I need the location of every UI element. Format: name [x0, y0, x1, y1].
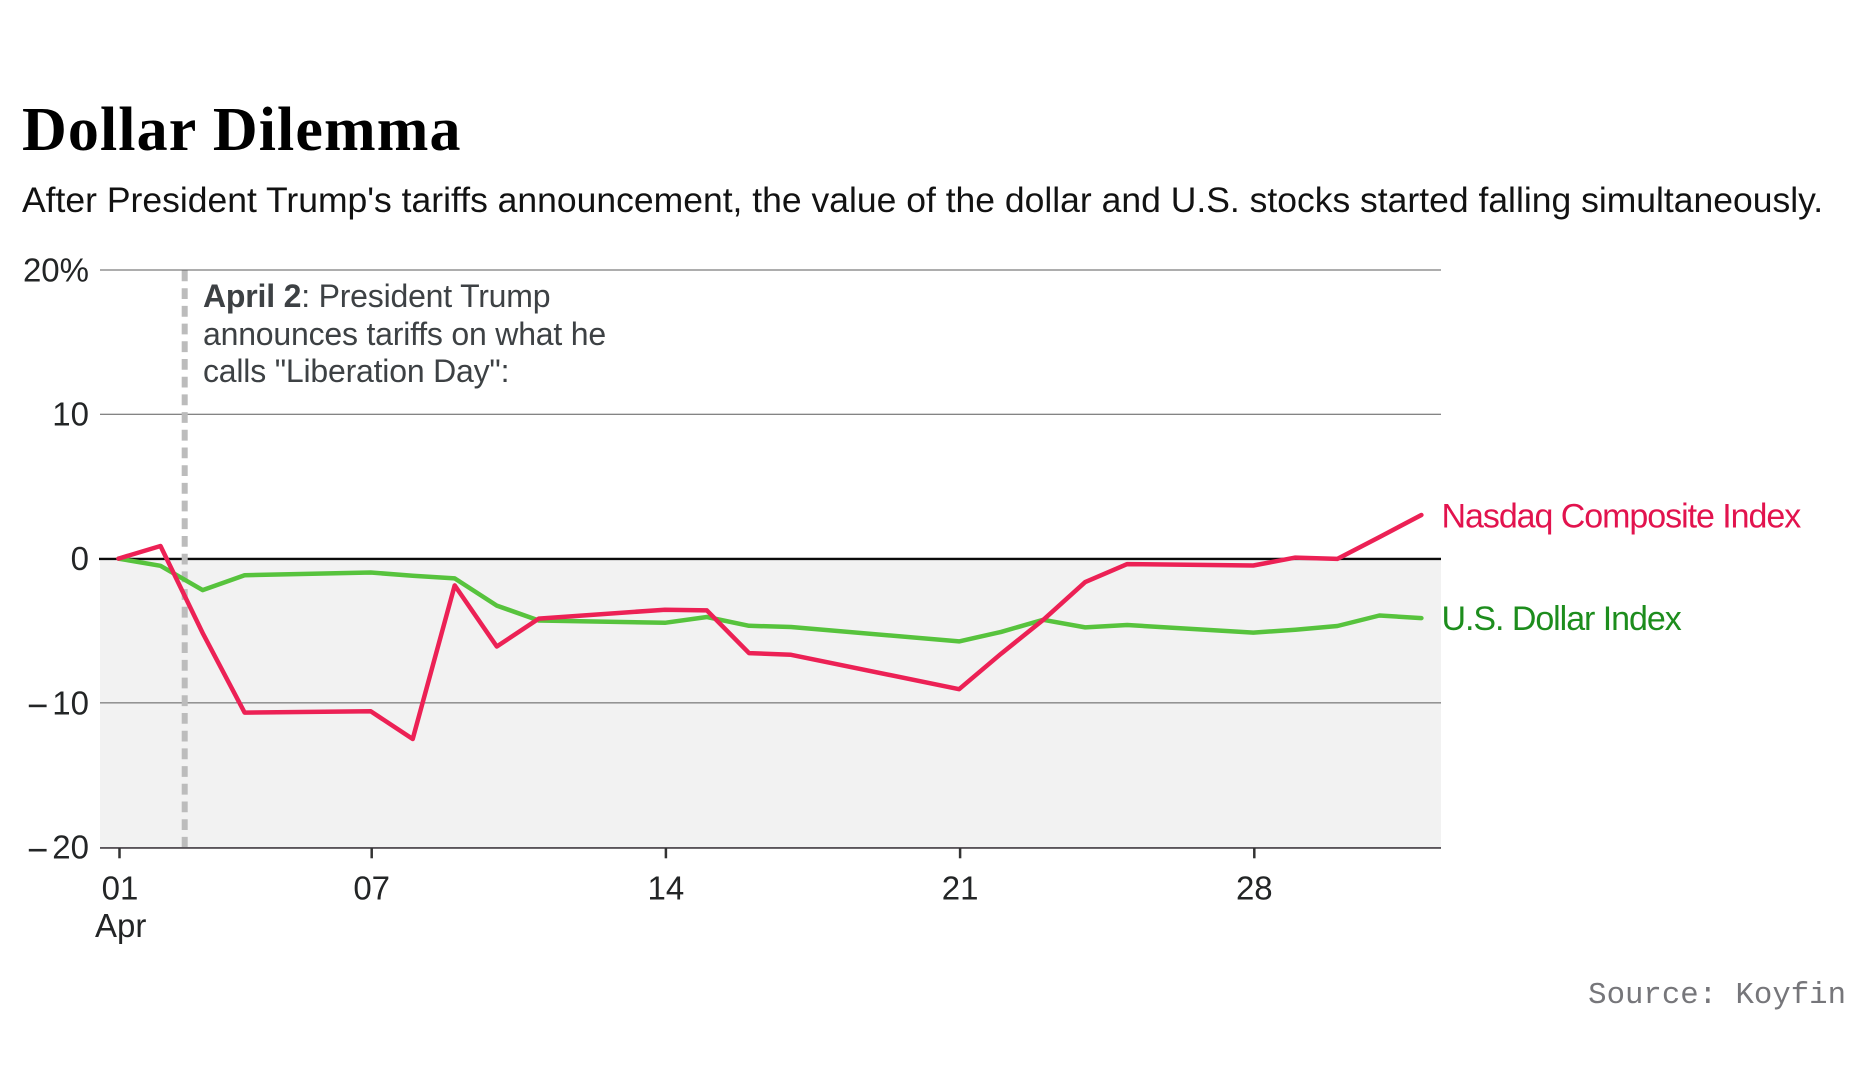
svg-text:10: 10 — [52, 684, 89, 721]
svg-text:0: 0 — [71, 540, 89, 577]
svg-text:20%: 20% — [23, 251, 89, 288]
svg-text:20: 20 — [52, 829, 89, 866]
svg-text:14: 14 — [648, 870, 685, 907]
svg-text:Source: Koyfin: Source: Koyfin — [1588, 978, 1846, 1013]
svg-text:28: 28 — [1236, 870, 1273, 907]
svg-text:01: 01 — [102, 870, 139, 907]
svg-text:U.S. Dollar Index: U.S. Dollar Index — [1442, 600, 1682, 638]
svg-text:Apr: Apr — [95, 907, 146, 944]
svg-text:21: 21 — [942, 870, 979, 907]
svg-text:10: 10 — [52, 396, 89, 433]
svg-text:07: 07 — [353, 870, 390, 907]
svg-text:Nasdaq Composite Index: Nasdaq Composite Index — [1442, 498, 1802, 536]
